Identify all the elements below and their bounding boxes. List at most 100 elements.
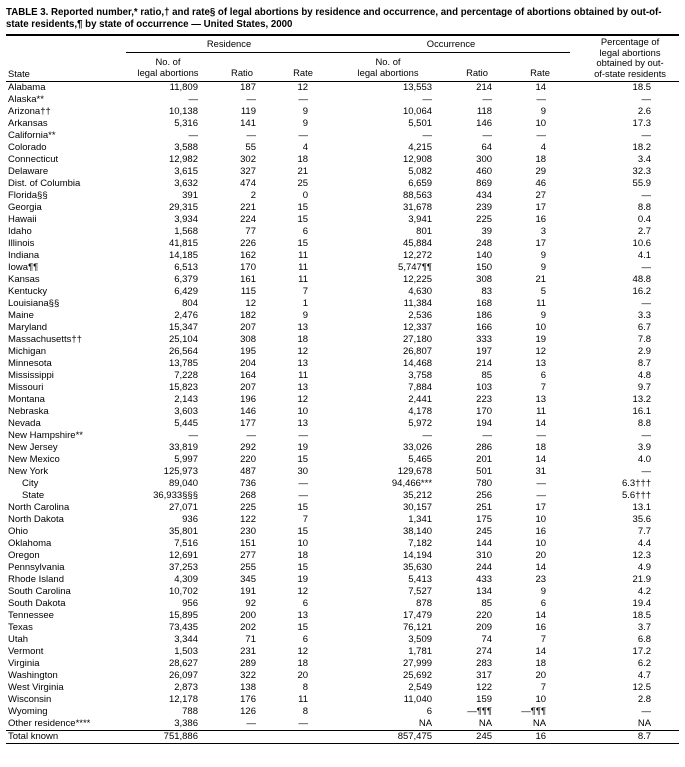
occurrence-number-cell: 27,180 (402, 334, 433, 346)
residence-number-cell: 3,386 (174, 718, 198, 730)
percentage-cell: NA (637, 718, 652, 730)
occurrence-ratio-cell: 39 (481, 226, 493, 238)
occurrence-number-cell: 35,630 (402, 562, 433, 574)
occurrence-number-cell: 45,884 (402, 238, 433, 250)
occurrence-number-cell: 27,999 (402, 658, 433, 670)
state-name-cell: State (22, 490, 45, 502)
state-name-cell: Wyoming (8, 706, 48, 718)
residence-number-cell: 36,933§§§ (153, 490, 198, 502)
percentage-cell: 18.2 (632, 142, 652, 154)
occurrence-rate-cell: 19 (535, 334, 547, 346)
percentage-cell: 0.4 (637, 214, 652, 226)
abortion-statistics-table: State Residence Occurrence Percentage of… (6, 36, 680, 745)
occurrence-number-cell: 5,747¶¶ (398, 262, 433, 274)
occurrence-number-cell: 3,941 (408, 214, 433, 226)
occurrence-rate-cell: — (536, 94, 547, 106)
table-row: California** — — — — — — — (6, 130, 679, 142)
percentage-cell: — (641, 262, 652, 274)
residence-number-cell: 73,435 (168, 622, 198, 634)
state-name-cell: Kentucky (8, 286, 48, 298)
residence-ratio-cell: 230 (240, 526, 256, 538)
residence-number-cell: 37,253 (168, 562, 198, 574)
residence-number-cell: 14,185 (168, 250, 198, 262)
residence-number-cell: 3,588 (174, 142, 198, 154)
table-row: Delaware 3,615 327 21 5,082 460 29 32.3 (6, 166, 679, 178)
occurrence-number-cell: 5,972 (408, 418, 433, 430)
table-row: Nevada 5,445 177 13 5,972 194 14 8.8 (6, 418, 679, 430)
state-name-cell: Indiana (8, 250, 40, 262)
occurrence-number-cell: — (422, 94, 433, 106)
residence-rate-cell: 11 (298, 250, 309, 262)
occurrence-ratio-cell: 245 (476, 526, 493, 538)
residence-ratio-header: Ratio (210, 52, 274, 83)
table-row: Oregon 12,691 277 18 14,194 310 20 12.3 (6, 550, 679, 562)
occurrence-number-cell: 76,121 (402, 622, 433, 634)
state-name-cell: Oklahoma (8, 538, 52, 550)
occurrence-ratio-cell: 286 (476, 442, 493, 454)
residence-ratio-cell: 345 (240, 574, 256, 586)
residence-ratio-cell: 77 (245, 226, 256, 238)
state-name-cell: Louisiana§§ (8, 298, 60, 310)
table-row: Minnesota 13,785 204 13 14,468 214 13 8.7 (6, 358, 679, 370)
residence-rate-cell: 10 (297, 406, 309, 418)
residence-rate-cell: 19 (297, 574, 309, 586)
occurrence-rate-cell: 5 (540, 286, 547, 298)
residence-number-cell: 1,568 (174, 226, 198, 238)
residence-number-cell: 3,632 (174, 178, 198, 190)
percentage-cell: 6.8 (637, 634, 652, 646)
table-row: Oklahoma 7,516 151 10 7,182 144 10 4.4 (6, 538, 679, 550)
occurrence-number-cell: — (422, 430, 433, 442)
residence-rate-cell: 15 (297, 502, 309, 514)
residence-ratio-cell: 474 (240, 178, 256, 190)
occurrence-ratio-cell: 146 (476, 118, 493, 130)
occurrence-ratio-cell: 244 (476, 562, 493, 574)
occurrence-number-cell: 14,194 (402, 550, 433, 562)
residence-ratio-cell: 161 (240, 274, 256, 286)
residence-number-cell: 956 (182, 598, 198, 610)
table-row: Rhode Island 4,309 345 19 5,413 433 23 21.9 (6, 574, 679, 586)
occurrence-rate-cell: 23 (535, 574, 547, 586)
occurrence-number-cell: 12,337 (402, 322, 433, 334)
residence-ratio-cell: 200 (240, 610, 256, 622)
occurrence-rate-cell: 3 (540, 226, 547, 238)
table-row: Kansas 6,379 161 11 12,225 308 21 48.8 (6, 274, 679, 286)
percentage-cell: 8.7 (637, 358, 652, 370)
residence-ratio-cell: 226 (240, 238, 256, 250)
occurrence-rate-cell: 14 (535, 454, 547, 466)
residence-rate-cell: 18 (297, 334, 309, 346)
residence-ratio-cell (210, 730, 274, 744)
residence-ratio-cell: — (246, 130, 257, 142)
residence-number-cell: — (188, 130, 199, 142)
residence-rate-cell: 15 (297, 238, 309, 250)
percentage-cell: — (641, 190, 652, 202)
state-name-cell: New Jersey (8, 442, 58, 454)
occurrence-ratio-cell: 175 (476, 514, 493, 526)
residence-number-cell: 2,873 (174, 682, 198, 694)
state-name-cell: Minnesota (8, 358, 52, 370)
residence-ratio-cell: 196 (240, 394, 256, 406)
residence-number-cell: 6,513 (174, 262, 198, 274)
occurrence-ratio-cell: 501 (476, 466, 493, 478)
occurrence-ratio-cell: 166 (476, 322, 493, 334)
residence-rate-cell: 7 (302, 286, 309, 298)
residence-rate-cell: 1 (302, 298, 309, 310)
table-row: Pennsylvania 37,253 255 15 35,630 244 14 4.9 (6, 562, 679, 574)
residence-ratio-cell: — (246, 718, 257, 730)
residence-rate-cell: — (298, 430, 309, 442)
occurrence-rate-cell: 13 (535, 394, 547, 406)
percentage-cell: 16.1 (632, 406, 652, 418)
state-name-cell: Nebraska (8, 406, 49, 418)
residence-number-cell: 41,815 (168, 238, 198, 250)
table-row: Utah 3,344 71 6 3,509 74 7 6.8 (6, 634, 679, 646)
residence-rate-cell: 7 (302, 514, 309, 526)
residence-number-cell: 27,071 (168, 502, 198, 514)
occurrence-number-cell: 38,140 (402, 526, 433, 538)
table-row: Nebraska 3,603 146 10 4,178 170 11 16.1 (6, 406, 679, 418)
percentage-cell: 8.8 (637, 202, 652, 214)
occurrence-ratio-cell: 214 (476, 82, 493, 94)
residence-rate-cell: 30 (297, 466, 309, 478)
table-row: Tennessee 15,895 200 13 17,479 220 14 18.5 (6, 610, 679, 622)
residence-ratio-cell: 141 (240, 118, 256, 130)
state-name-cell: City (22, 478, 39, 490)
percentage-cell: 2.7 (637, 226, 652, 238)
